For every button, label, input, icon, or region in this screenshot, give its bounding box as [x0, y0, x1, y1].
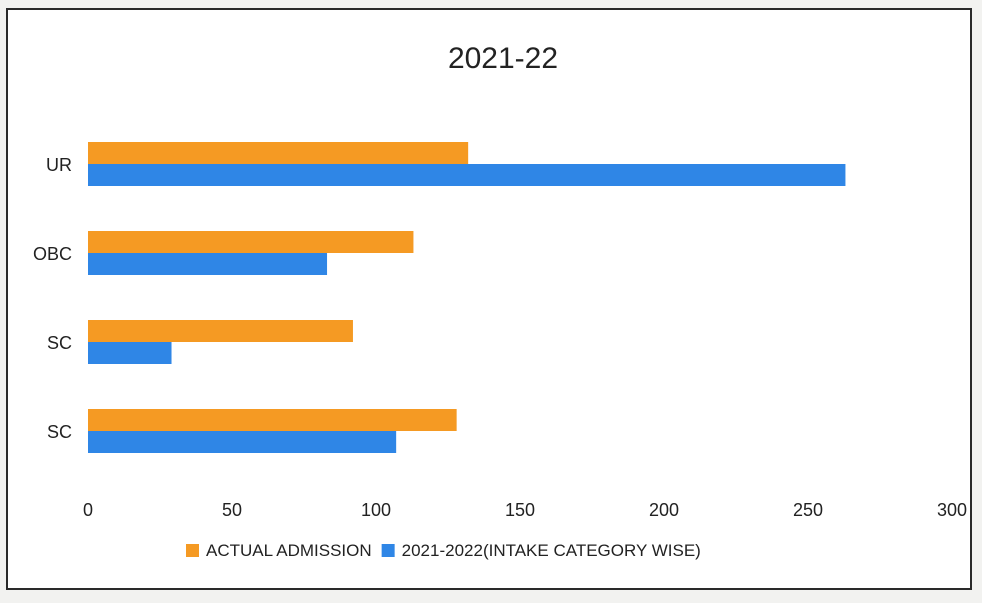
bar-sc-3-series-1 — [88, 431, 397, 453]
legend-swatch — [186, 544, 199, 557]
bar-sc-2-series-0 — [88, 320, 353, 342]
legend-label: ACTUAL ADMISSION — [206, 541, 372, 560]
bar-ur-0-series-0 — [88, 142, 469, 164]
x-tick-label: 150 — [505, 500, 535, 520]
bar-obc-1-series-0 — [88, 231, 414, 253]
category-label: SC — [47, 422, 72, 442]
legend-swatch — [381, 544, 395, 557]
chart-title: 2021-22 — [448, 42, 558, 75]
x-tick-label: 50 — [222, 500, 242, 520]
category-label: UR — [46, 155, 72, 175]
legend-label: 2021-2022(INTAKE CATEGORY WISE) — [402, 541, 701, 560]
x-tick-label: 0 — [83, 500, 93, 520]
category-label: OBC — [33, 244, 72, 264]
x-tick-label: 100 — [361, 500, 391, 520]
chart-frame — [6, 8, 972, 590]
category-label: SC — [47, 333, 72, 353]
x-axis-ticks: 0 50 100 150 200 250 300 — [83, 500, 967, 520]
bar-sc-3-series-0 — [88, 409, 457, 431]
category-labels: UR OBC SC SC — [33, 155, 72, 442]
legend: ACTUAL ADMISSION 2021-2022(INTAKE CATEGOR… — [186, 541, 701, 560]
x-tick-label: 300 — [937, 500, 967, 520]
bar-ur-0-series-1 — [88, 164, 846, 186]
bar-obc-1-series-1 — [88, 253, 328, 275]
x-tick-label: 200 — [649, 500, 679, 520]
x-tick-label: 250 — [793, 500, 823, 520]
bars-group — [88, 142, 846, 453]
bar-sc-2-series-1 — [88, 342, 172, 364]
